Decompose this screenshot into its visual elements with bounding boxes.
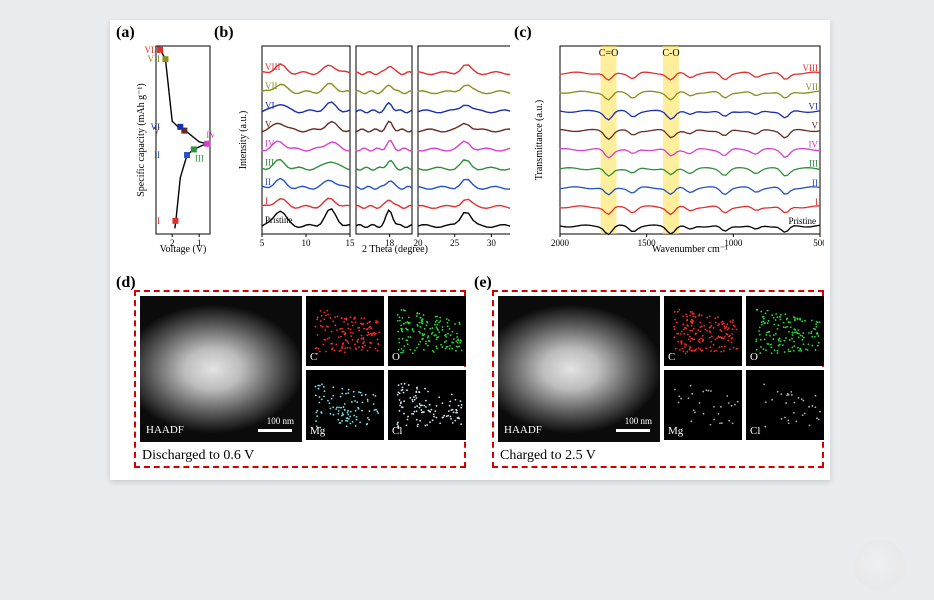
svg-text:VIII: VIII xyxy=(803,63,819,73)
svg-text:500: 500 xyxy=(813,238,824,248)
svg-text:Specific capacity (mAh g⁻¹): Specific capacity (mAh g⁻¹) xyxy=(136,83,147,197)
svg-text:III: III xyxy=(195,153,204,163)
scale-bar xyxy=(616,429,650,432)
panel-e-micro: HAADF 100 nm C O Mg Cl Charged to 2.5 V xyxy=(492,290,824,468)
haadf-label: HAADF xyxy=(504,424,542,436)
svg-text:III: III xyxy=(265,158,274,168)
label-d: (d) xyxy=(116,274,136,292)
map-label: O xyxy=(750,351,758,363)
svg-text:VII: VII xyxy=(265,81,278,91)
map-label: Mg xyxy=(310,425,325,437)
map-label: O xyxy=(392,351,400,363)
svg-text:1: 1 xyxy=(197,238,202,248)
svg-text:C=O: C=O xyxy=(599,48,619,59)
svg-text:VI: VI xyxy=(265,100,275,110)
svg-text:2: 2 xyxy=(170,238,175,248)
svg-text:Transmittance (a.u.): Transmittance (a.u.) xyxy=(534,100,545,180)
svg-text:Pristine: Pristine xyxy=(265,215,293,225)
label-b: (b) xyxy=(214,24,234,42)
svg-text:Wavenumber cm⁻¹: Wavenumber cm⁻¹ xyxy=(652,244,728,255)
haadf-image: HAADF 100 nm xyxy=(140,296,302,442)
svg-text:VIII: VIII xyxy=(265,62,281,72)
svg-text:Intensity (a.u.): Intensity (a.u.) xyxy=(238,111,249,170)
svg-text:I: I xyxy=(157,216,160,226)
svg-text:VII: VII xyxy=(806,82,819,92)
svg-text:1000: 1000 xyxy=(724,238,743,248)
eds-map-o: O xyxy=(746,296,824,366)
svg-text:Pristine: Pristine xyxy=(788,216,816,226)
svg-text:V: V xyxy=(812,120,819,130)
map-label: C xyxy=(668,351,675,363)
scale-bar xyxy=(258,429,292,432)
svg-text:VII: VII xyxy=(148,54,161,64)
eds-map-mg: Mg xyxy=(306,370,384,440)
label-a: (a) xyxy=(116,24,135,42)
haadf-label: HAADF xyxy=(146,424,184,436)
svg-text:III: III xyxy=(809,159,818,169)
svg-text:30: 30 xyxy=(487,238,497,248)
figure-card: (a) (b) (c) (d) (e) Specific capacity (m… xyxy=(110,20,830,480)
panel-a-plot: Specific capacity (mAh g⁻¹)Voltage (V)21… xyxy=(134,38,214,258)
map-label: Cl xyxy=(392,425,402,437)
eds-map-c: C xyxy=(306,296,384,366)
svg-text:2000: 2000 xyxy=(551,238,570,248)
haadf-image: HAADF 100 nm xyxy=(498,296,660,442)
svg-text:IV: IV xyxy=(265,139,275,149)
scale-label: 100 nm xyxy=(267,416,294,426)
micro-caption: Charged to 2.5 V xyxy=(500,448,596,464)
map-label: C xyxy=(310,351,317,363)
svg-text:V: V xyxy=(265,119,272,129)
svg-text:IV: IV xyxy=(206,130,214,140)
scale-label: 100 nm xyxy=(625,416,652,426)
svg-text:V: V xyxy=(154,126,161,136)
panel-c-plot: Transmittance (a.u.) Wavenumber cm⁻¹ 2000 1… xyxy=(530,38,824,258)
watermark-circle xyxy=(854,540,906,592)
panel-b-plot: Intensity (a.u.)51015PristineIIIIIIIVVVI… xyxy=(236,38,510,258)
svg-text:II: II xyxy=(812,178,818,188)
panel-d-micro: HAADF 100 nm C O Mg Cl Discharged to 0.6 V xyxy=(134,290,466,468)
svg-text:C-O: C-O xyxy=(662,48,679,59)
svg-text:1500: 1500 xyxy=(638,238,657,248)
eds-map-cl: Cl xyxy=(388,370,466,440)
map-label: Mg xyxy=(668,425,683,437)
map-label: Cl xyxy=(750,425,760,437)
svg-text:I: I xyxy=(265,196,268,206)
svg-text:VI: VI xyxy=(809,101,819,111)
eds-map-c: C xyxy=(664,296,742,366)
label-e: (e) xyxy=(474,274,492,292)
eds-map-cl: Cl xyxy=(746,370,824,440)
svg-text:25: 25 xyxy=(450,238,460,248)
svg-text:II: II xyxy=(154,150,160,160)
eds-map-o: O xyxy=(388,296,466,366)
svg-text:IV: IV xyxy=(809,140,819,150)
svg-text:5: 5 xyxy=(260,238,265,248)
svg-text:I: I xyxy=(815,197,818,207)
eds-map-mg: Mg xyxy=(664,370,742,440)
svg-text:10: 10 xyxy=(302,238,312,248)
svg-text:2 Theta (degree): 2 Theta (degree) xyxy=(362,244,428,255)
svg-text:II: II xyxy=(265,177,271,187)
micro-caption: Discharged to 0.6 V xyxy=(142,448,254,464)
svg-text:15: 15 xyxy=(346,238,356,248)
